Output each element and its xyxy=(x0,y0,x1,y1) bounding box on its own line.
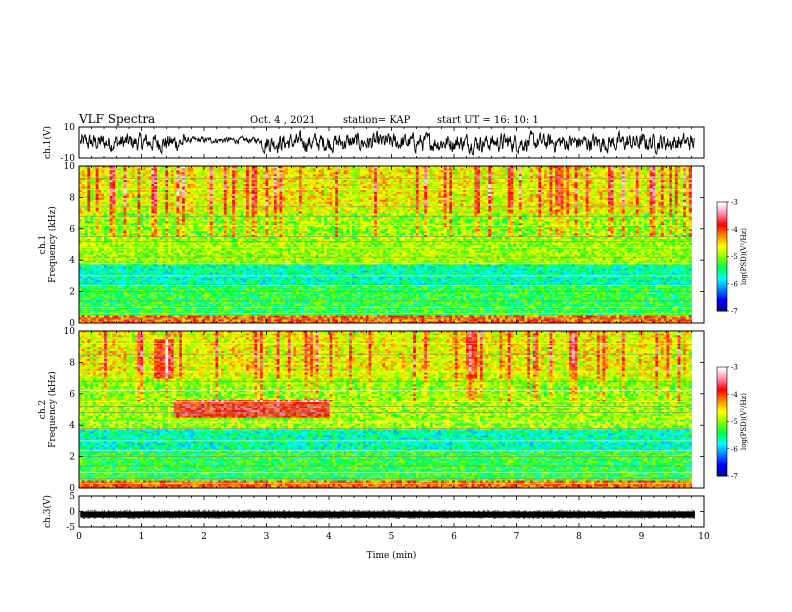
vlf-spectra-figure: VLF Spectra Oct. 4 , 2021 station= KAP s… xyxy=(0,0,792,612)
header-station: station= KAP xyxy=(343,115,411,126)
y-tick-label: 10 xyxy=(64,123,76,133)
ch1-trace xyxy=(80,130,694,155)
header-date: Oct. 4 , 2021 xyxy=(250,115,316,126)
figure-title: VLF Spectra xyxy=(78,112,155,126)
y-axis-label: ch.1(V) xyxy=(42,126,53,159)
header-start-time: start UT = 16: 10: 1 xyxy=(437,115,539,126)
